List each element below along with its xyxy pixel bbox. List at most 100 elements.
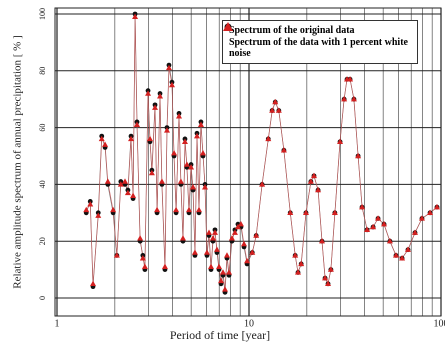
triangle-marker: [337, 138, 344, 144]
triangle-marker: [222, 286, 229, 292]
triangle-marker: [137, 235, 144, 241]
triangle-marker: [83, 206, 90, 213]
series-group: [83, 11, 440, 295]
triangle-marker: [158, 178, 165, 184]
triangle-marker: [190, 184, 197, 190]
triangle-marker: [216, 263, 223, 269]
triangle-marker: [411, 229, 418, 235]
triangle-marker: [244, 257, 251, 264]
triangle-marker: [193, 132, 200, 139]
y-tick-label: 0: [38, 296, 47, 300]
triangle-marker: [347, 76, 354, 82]
triangle-marker: [218, 277, 225, 284]
triangle-marker: [237, 220, 244, 227]
legend-label: Spectrum of the data with 1 percent whit…: [229, 37, 408, 59]
triangle-marker: [98, 135, 105, 142]
triangle-marker: [141, 263, 148, 269]
triangle-marker: [181, 138, 188, 144]
triangle-marker: [146, 135, 153, 142]
triangle-marker: [393, 252, 400, 258]
triangle-marker: [145, 90, 152, 96]
triangle-marker: [177, 178, 184, 184]
triangle-marker: [191, 249, 198, 255]
triangle-marker: [132, 13, 139, 20]
triangle-marker: [104, 178, 111, 184]
legend-entry: Spectrum of the data with 1 percent whit…: [223, 22, 411, 59]
triangle-marker: [418, 215, 425, 221]
legend-marker: [223, 22, 233, 31]
triangle-marker: [272, 98, 279, 105]
triangle-marker: [231, 229, 238, 235]
triangle-marker: [188, 164, 195, 170]
y-tick-label: 20: [38, 237, 47, 245]
x-tick-label: 1: [55, 318, 60, 329]
triangle-marker: [209, 235, 216, 241]
triangle-marker: [157, 93, 164, 99]
triangle-marker: [386, 238, 393, 244]
triangle-marker: [370, 223, 377, 230]
triangle-marker: [275, 107, 282, 113]
legend-label: Spectrum of the original data: [229, 25, 355, 36]
triangle-marker: [148, 169, 155, 176]
triangle-marker: [350, 96, 357, 102]
triangle-marker: [427, 209, 434, 215]
triangle-marker: [359, 203, 366, 210]
legend-symbol: [223, 22, 233, 31]
triangle-marker: [265, 135, 272, 142]
triangle-marker: [213, 246, 220, 252]
triangle-marker: [195, 206, 202, 213]
triangle-marker: [90, 280, 97, 286]
triangle-marker: [259, 181, 266, 187]
triangle-marker: [399, 255, 406, 261]
triangle-marker: [292, 252, 299, 258]
triangle-marker: [228, 235, 235, 241]
triangle-marker: [165, 64, 172, 71]
triangle-marker: [325, 280, 332, 286]
triangle-marker: [117, 181, 124, 187]
triangle-marker: [241, 240, 248, 247]
x-axis-label: Period of time [year]: [170, 328, 270, 342]
triangle-marker: [206, 229, 213, 235]
triangle-marker: [298, 260, 305, 267]
triangle-marker: [280, 147, 287, 153]
triangle-marker: [133, 121, 140, 127]
triangle-marker: [121, 178, 128, 184]
triangle-marker: [203, 249, 210, 255]
triangle-marker: [113, 252, 120, 258]
triangle-marker: [295, 269, 302, 275]
triangle-marker: [102, 141, 109, 147]
triangle-marker: [163, 127, 170, 133]
legend-entry: Spectrum of the original data: [224, 23, 411, 36]
y-tick-label: 40: [38, 180, 47, 188]
triangle-marker: [176, 113, 183, 119]
triangle-marker: [322, 274, 329, 281]
x-tick-label: 100: [434, 318, 445, 329]
triangle-marker: [364, 226, 371, 233]
triangle-marker: [287, 209, 294, 215]
y-axis-label: Relative amplitude spectrum of annual pr…: [12, 35, 24, 289]
triangle-marker: [315, 186, 322, 193]
triangle-marker: [375, 215, 382, 221]
triangle-marker: [152, 104, 159, 110]
triangle-marker: [307, 178, 314, 184]
triangle-marker: [433, 203, 440, 210]
triangle-marker: [186, 206, 193, 213]
triangle-marker: [179, 235, 186, 241]
triangle-marker: [168, 81, 175, 88]
triangle-marker: [249, 249, 256, 255]
triangle-marker: [95, 212, 102, 218]
triangle-marker: [208, 263, 215, 269]
triangle-marker: [319, 238, 326, 244]
legend: Spectrum of the original data Spectrum of…: [222, 20, 418, 64]
triangle-marker: [171, 149, 178, 156]
triangle-marker: [173, 206, 180, 213]
triangle-marker: [87, 201, 94, 207]
triangle-marker: [183, 161, 190, 167]
triangle-marker: [202, 184, 209, 190]
triangle-marker: [197, 121, 204, 127]
triangle-marker: [200, 149, 207, 156]
triangle-marker: [234, 223, 241, 230]
y-tick-label: 80: [38, 67, 47, 75]
triangle-marker: [223, 252, 230, 258]
